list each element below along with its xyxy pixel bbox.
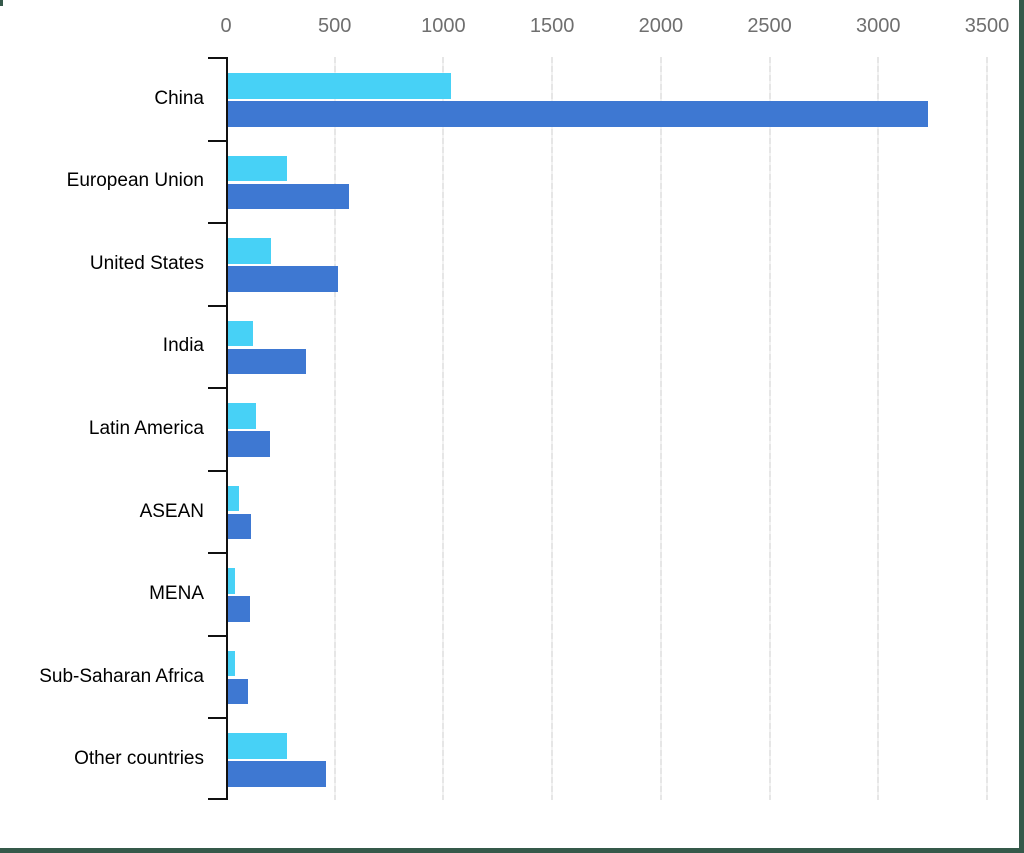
gridline — [877, 57, 880, 800]
x-tick-label: 500 — [318, 15, 352, 37]
category-label-other-countries: Other countries — [74, 748, 204, 770]
category-label-latin-america: Latin America — [88, 418, 204, 439]
category-axis-tick — [208, 552, 226, 555]
category-axis-tick — [208, 798, 226, 800]
x-tick-label: 1500 — [529, 15, 575, 37]
category-axis-tick — [208, 304, 226, 307]
corner-artifact — [0, 0, 3, 6]
category-label-european-union: European Union — [66, 170, 204, 192]
bar-european-union-dark-blue-series — [228, 183, 349, 210]
bar-other-countries-light-blue-series — [228, 733, 287, 759]
bar-sub-saharan-africa-light-blue-series — [228, 650, 235, 677]
bar-asean-dark-blue-series — [228, 513, 251, 540]
x-tick-label: 1000 — [421, 15, 466, 37]
category-label-united-states: United States — [89, 252, 204, 274]
frame-border-bottom — [0, 848, 1024, 853]
bar-united-states-dark-blue-series — [228, 266, 338, 292]
gridline — [986, 57, 988, 800]
category-axis-tick — [208, 57, 226, 59]
bar-united-states-light-blue-series — [228, 238, 272, 264]
x-tick-label: 3000 — [856, 15, 901, 37]
category-axis-tick — [208, 634, 226, 637]
category-axis-tick — [208, 139, 226, 142]
x-tick-label: 0 — [220, 15, 232, 37]
frame-border-right — [1019, 0, 1024, 853]
category-label-asean: ASEAN — [139, 500, 204, 522]
gridline — [659, 57, 662, 800]
category-axis-tick — [208, 387, 226, 390]
gridline — [442, 57, 445, 800]
category-axis-tick — [208, 222, 226, 225]
category-label-sub-saharan-africa: Sub-Saharan Africa — [39, 665, 204, 687]
gridline — [551, 57, 554, 800]
bar-india-light-blue-series — [228, 320, 253, 347]
bar-china-light-blue-series — [228, 73, 451, 99]
bar-sub-saharan-africa-dark-blue-series — [228, 678, 248, 705]
y-axis-line — [226, 57, 228, 800]
category-label-china: China — [154, 87, 204, 109]
x-tick-label: 3500 — [964, 15, 1010, 37]
bar-european-union-light-blue-series — [228, 155, 287, 182]
gridline — [768, 57, 771, 800]
category-label-mena: MENA — [149, 583, 204, 605]
category-label-india: India — [162, 335, 204, 357]
bar-latin-america-dark-blue-series — [228, 431, 271, 457]
plot-area — [208, 57, 990, 800]
category-axis-tick — [208, 717, 226, 720]
x-tick-label: 2000 — [638, 15, 684, 37]
bar-china-dark-blue-series — [228, 101, 929, 127]
bar-india-dark-blue-series — [228, 348, 307, 375]
category-axis-tick — [208, 469, 226, 472]
bar-latin-america-light-blue-series — [228, 403, 257, 429]
x-tick-label: 2500 — [747, 15, 792, 37]
bar-mena-light-blue-series — [228, 568, 235, 594]
bar-asean-light-blue-series — [228, 485, 239, 512]
bar-mena-dark-blue-series — [228, 596, 250, 622]
bar-other-countries-dark-blue-series — [228, 761, 326, 787]
gridline — [333, 57, 336, 800]
